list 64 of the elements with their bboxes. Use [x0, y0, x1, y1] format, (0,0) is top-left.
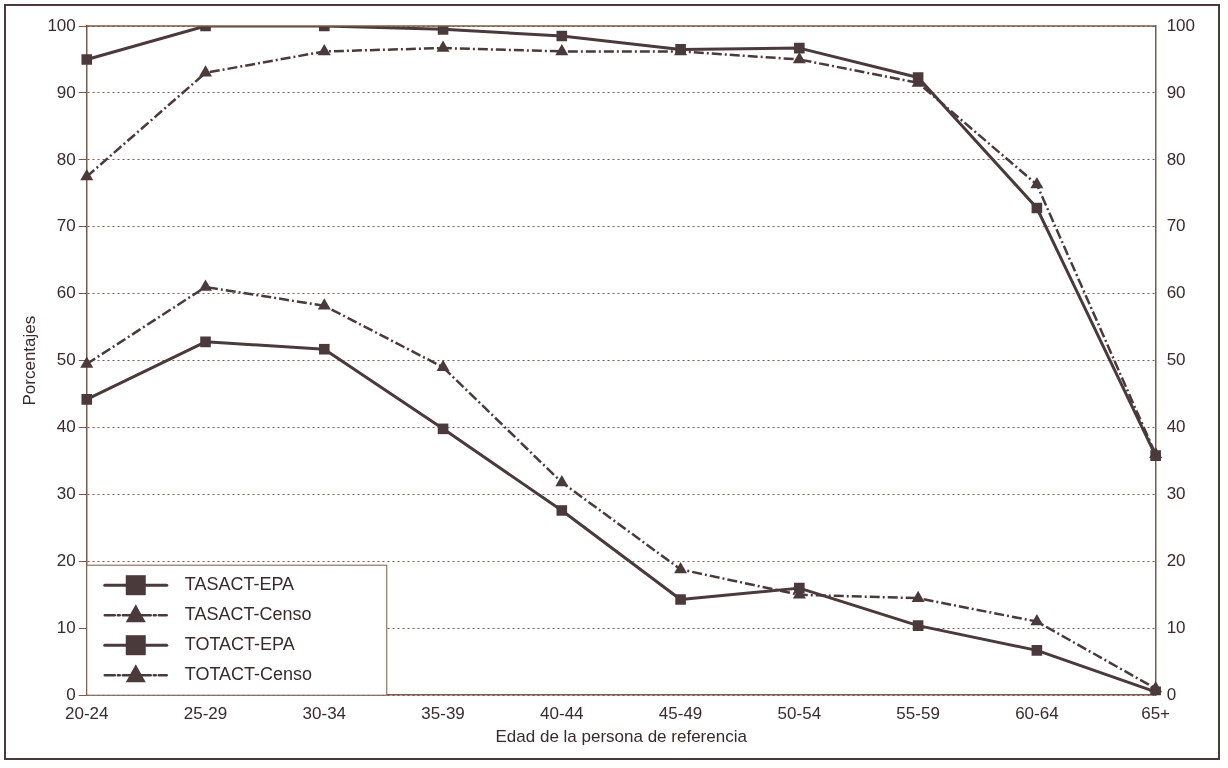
point: [675, 594, 686, 605]
point: [317, 43, 331, 56]
x-tick-label: 40-44: [540, 704, 584, 724]
y2-tick-label: 80: [1166, 149, 1186, 169]
y-axis-title: Porcentajes: [19, 315, 39, 406]
point: [199, 279, 213, 291]
point: [80, 356, 94, 368]
point: [1149, 446, 1163, 459]
point: [792, 51, 806, 64]
point: [555, 474, 569, 487]
point: [911, 590, 925, 602]
legend-label: TASACT-EPA: [184, 574, 295, 595]
y2-tick-label: 100: [1166, 15, 1196, 35]
y2-tick-label: 0: [1166, 684, 1177, 704]
y-tick-label: 70: [56, 216, 76, 236]
y2-tick-label: 10: [1166, 617, 1186, 637]
point: [1030, 177, 1044, 189]
legend-label: TASACT-Censo: [184, 604, 312, 625]
point: [436, 40, 450, 52]
y2-tick-label: 30: [1166, 484, 1186, 504]
point: [555, 43, 569, 56]
point: [199, 65, 213, 77]
point: [81, 394, 93, 405]
point: [1030, 614, 1044, 626]
x-tick-label: 20-24: [65, 704, 109, 724]
x-tick-label: 55-59: [896, 704, 940, 724]
point: [674, 561, 688, 574]
point: [1031, 645, 1043, 656]
x-tick-label: 30-34: [302, 704, 347, 724]
y-tick-label: 90: [56, 82, 76, 102]
point: [81, 54, 93, 65]
point: [794, 42, 805, 54]
y-tick-label: 30: [56, 484, 76, 504]
x-tick-label: 25-29: [183, 704, 228, 724]
point: [556, 505, 568, 516]
y-tick-label: 40: [56, 417, 76, 437]
point: [1149, 681, 1163, 693]
x-tick-label: 45-49: [658, 704, 703, 724]
y-tick-label: 50: [56, 350, 76, 370]
legend-label: TOTACT-Censo: [184, 664, 313, 685]
y-tick-label: 100: [47, 15, 76, 35]
y2-tick-label: 20: [1166, 551, 1186, 571]
y2-tick-label: 70: [1166, 216, 1186, 236]
point: [436, 359, 450, 372]
point: [80, 169, 94, 181]
y2-tick-label: 50: [1166, 350, 1186, 370]
y-tick-label: 20: [56, 551, 76, 571]
y-tick-label: 10: [56, 617, 76, 637]
point: [317, 298, 331, 310]
x-axis-title: Edad de la persona de referencia: [495, 727, 748, 747]
legend-label: TOTACT-EPA: [184, 634, 295, 655]
y-tick-label: 0: [66, 684, 76, 704]
point: [200, 336, 211, 348]
y2-tick-label: 40: [1166, 417, 1186, 437]
y-tick-label: 80: [56, 149, 76, 169]
x-tick-label: 60-64: [1015, 704, 1059, 724]
x-tick-label: 35-39: [421, 704, 465, 724]
y2-tick-label: 60: [1166, 283, 1186, 303]
point: [912, 620, 924, 631]
y2-tick-label: 90: [1166, 82, 1186, 102]
point: [318, 343, 330, 355]
y-tick-label: 60: [56, 283, 76, 303]
x-tick-label: 50-54: [777, 704, 822, 724]
x-tick-label: 65+: [1141, 704, 1171, 724]
